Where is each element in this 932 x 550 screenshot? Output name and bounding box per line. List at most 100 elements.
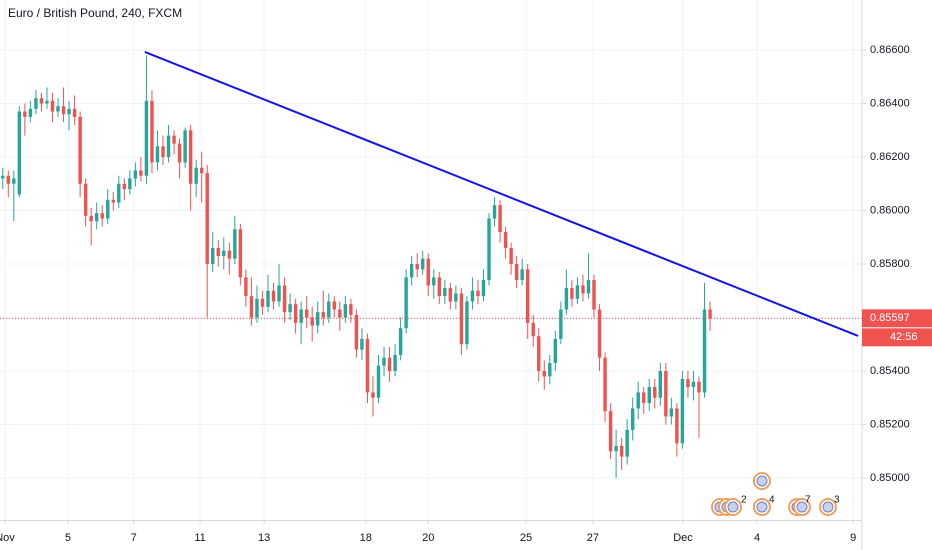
candle-body bbox=[310, 317, 314, 326]
x-tick-label: 7 bbox=[131, 532, 137, 544]
candle-body bbox=[133, 170, 138, 179]
y-tick-label: 0.85000 bbox=[870, 472, 910, 484]
candle-body bbox=[409, 264, 414, 278]
event-icon-inner bbox=[756, 501, 768, 513]
candle-body bbox=[249, 296, 254, 318]
candle-body bbox=[78, 116, 82, 184]
candle-body bbox=[304, 309, 309, 318]
candle-body bbox=[575, 285, 580, 299]
candle-body bbox=[56, 106, 60, 112]
candle-body bbox=[619, 445, 624, 457]
event-icon-inner bbox=[822, 501, 834, 513]
y-tick-label: 0.85800 bbox=[870, 258, 910, 270]
y-tick-label: 0.86600 bbox=[870, 44, 910, 56]
y-tick-label: 0.86400 bbox=[870, 97, 910, 109]
candle-body bbox=[360, 338, 364, 350]
candle-body bbox=[255, 298, 259, 318]
x-tick-label: 5 bbox=[65, 532, 71, 544]
candle-body bbox=[83, 183, 88, 216]
candle-body bbox=[172, 135, 176, 144]
candle-body bbox=[299, 309, 303, 323]
candle-body bbox=[216, 247, 220, 256]
candle-body bbox=[498, 205, 502, 232]
candle-body bbox=[548, 362, 552, 377]
candle-body bbox=[183, 130, 187, 163]
candle-body bbox=[537, 336, 541, 372]
candle-body bbox=[564, 288, 569, 310]
candle-body bbox=[199, 167, 204, 174]
candle-body bbox=[39, 98, 44, 104]
candle-body bbox=[443, 288, 447, 297]
trend-line bbox=[144, 50, 859, 337]
chart-title: Euro / British Pound, 240, FXCM bbox=[8, 6, 182, 20]
candle-body bbox=[222, 250, 226, 256]
candle-body bbox=[282, 285, 287, 313]
candle-body bbox=[559, 309, 563, 339]
candle-body bbox=[691, 381, 696, 388]
candle-body bbox=[636, 392, 640, 409]
candle-body bbox=[371, 392, 375, 398]
candle-body bbox=[625, 429, 629, 457]
candle-body bbox=[509, 247, 513, 265]
candle-body bbox=[150, 100, 154, 163]
x-tick-label: Dec bbox=[673, 532, 693, 544]
candle-body bbox=[630, 408, 635, 430]
candle-body bbox=[520, 269, 524, 281]
candle-body bbox=[514, 264, 519, 281]
candle-body bbox=[211, 247, 215, 265]
x-tick-label: 27 bbox=[587, 532, 599, 544]
x-tick-label: 20 bbox=[422, 532, 434, 544]
candle-body bbox=[6, 175, 11, 184]
candle-body bbox=[404, 277, 408, 329]
candle-body bbox=[166, 135, 171, 158]
event-count: 3 bbox=[834, 495, 840, 506]
candle-body bbox=[12, 178, 16, 184]
candle-body bbox=[28, 108, 33, 117]
candle-body bbox=[94, 213, 99, 222]
candle-body bbox=[437, 277, 442, 297]
candle-body bbox=[271, 290, 276, 302]
candle-body bbox=[89, 215, 93, 222]
candle-body bbox=[67, 108, 71, 115]
candle-body bbox=[144, 100, 149, 176]
candle-body bbox=[525, 269, 530, 323]
countdown-label: 42:56 bbox=[890, 331, 918, 343]
candle-body bbox=[161, 146, 165, 158]
candle-body bbox=[260, 298, 265, 307]
candle-body bbox=[603, 357, 607, 412]
last-price-label: 0.85597 bbox=[870, 312, 910, 324]
candle-body bbox=[111, 199, 115, 203]
candle-body bbox=[34, 98, 38, 109]
candle-body bbox=[592, 280, 596, 310]
candle-body bbox=[288, 304, 292, 313]
candle-body bbox=[393, 354, 397, 372]
candle-body bbox=[277, 285, 281, 302]
candle-body bbox=[23, 111, 27, 117]
candle-body bbox=[664, 371, 668, 417]
candle-body bbox=[653, 387, 657, 398]
candle-body bbox=[50, 100, 55, 112]
candle-body bbox=[61, 106, 66, 115]
candle-body bbox=[117, 183, 121, 203]
candle-body bbox=[188, 130, 193, 184]
x-tick-label: 18 bbox=[360, 532, 372, 544]
candle-body bbox=[238, 229, 243, 278]
x-tick-label: 11 bbox=[194, 532, 205, 544]
candle-body bbox=[647, 387, 651, 404]
candle-body bbox=[128, 178, 132, 190]
candle-body bbox=[492, 205, 497, 219]
candle-body bbox=[465, 301, 469, 345]
x-tick-label: 25 bbox=[520, 532, 532, 544]
candle-body bbox=[45, 100, 49, 104]
candle-body bbox=[708, 309, 712, 319]
event-count: 4 bbox=[769, 495, 775, 506]
candle-body bbox=[503, 231, 508, 248]
candle-body bbox=[122, 183, 127, 190]
event-count: 2 bbox=[741, 495, 747, 506]
candle-body bbox=[106, 199, 110, 219]
candle-body bbox=[553, 338, 558, 363]
candle-body bbox=[205, 173, 209, 265]
x-tick-label: Nov bbox=[0, 532, 15, 544]
